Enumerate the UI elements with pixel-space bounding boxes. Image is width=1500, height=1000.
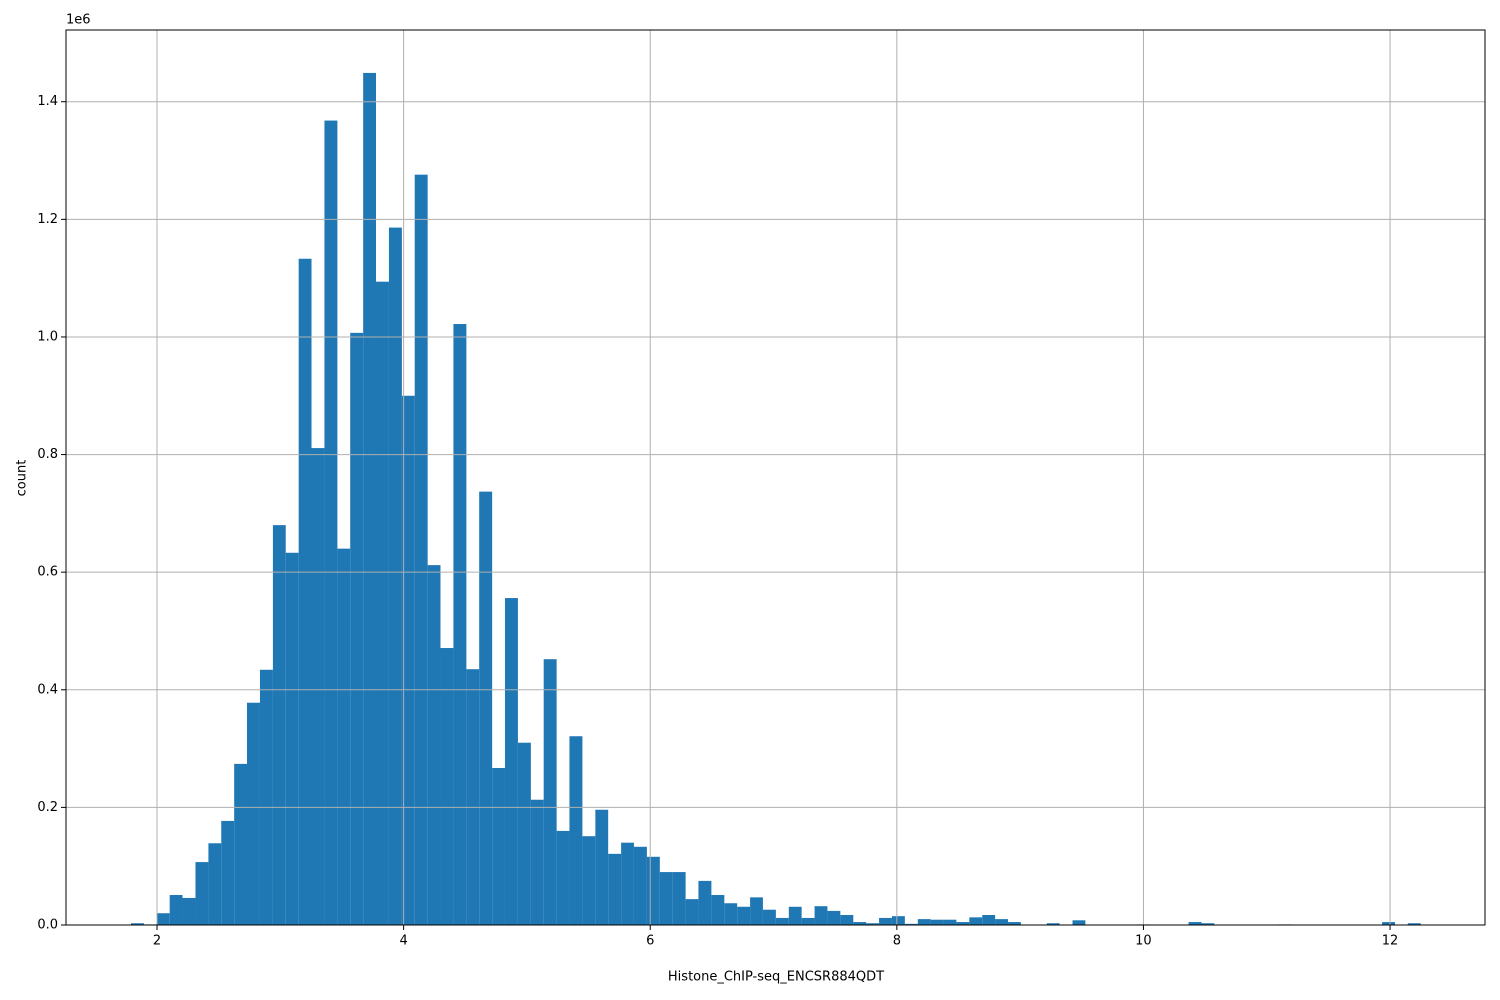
bar [569, 736, 583, 925]
bar [659, 872, 673, 925]
bar [1072, 920, 1086, 925]
bar [517, 742, 531, 925]
bar [917, 919, 931, 925]
bar [311, 448, 325, 925]
bar [388, 227, 402, 925]
bar [492, 767, 505, 925]
bar [1008, 922, 1021, 925]
bar [711, 895, 725, 925]
bar [969, 917, 983, 925]
bar [285, 552, 299, 925]
bar [827, 910, 841, 925]
bar [633, 846, 647, 925]
bar [401, 395, 415, 925]
bar [646, 856, 660, 925]
bar [762, 909, 776, 925]
bar [1407, 923, 1421, 925]
bar [182, 897, 196, 925]
bar [427, 565, 441, 925]
bar [904, 923, 918, 925]
y-tick-label: 0.8 [37, 447, 58, 462]
bar [156, 913, 170, 925]
bar [530, 799, 544, 925]
bar [788, 906, 802, 925]
bar [195, 862, 209, 925]
x-tick-label: 8 [893, 934, 901, 949]
y-tick-label: 0.2 [37, 800, 58, 815]
bar [208, 843, 222, 925]
y-tick-label: 0.6 [37, 565, 58, 580]
y-offset-label: 1e6 [66, 13, 91, 28]
bar [130, 923, 144, 925]
bar [414, 174, 428, 926]
x-tick-label: 6 [646, 934, 654, 949]
bar [995, 919, 1009, 925]
bar [943, 919, 957, 925]
bar [324, 120, 338, 926]
plot-frame [65, 29, 1486, 926]
bar [724, 903, 738, 925]
bar [775, 917, 789, 925]
bar [801, 917, 815, 925]
bar [298, 258, 312, 925]
bar [375, 281, 389, 925]
bar [698, 880, 712, 925]
bar [247, 702, 260, 925]
x-axis-label: Histone_ChIP-seq_ENCSR884QDT [668, 970, 884, 985]
bar [221, 820, 235, 925]
bar [337, 548, 351, 925]
x-tick-label: 10 [1135, 934, 1152, 949]
bar [466, 669, 480, 925]
bar [272, 525, 286, 925]
bar [1046, 923, 1060, 925]
y-tick-label: 1.4 [37, 94, 58, 109]
bar [363, 72, 376, 926]
bar [504, 598, 518, 925]
bar [453, 324, 467, 926]
x-tick-label: 4 [399, 934, 407, 949]
y-tick-label: 0.4 [37, 682, 58, 697]
y-tick-label: 1.0 [37, 329, 58, 344]
bar [350, 332, 364, 925]
bar [1201, 923, 1215, 925]
bar [737, 906, 751, 925]
bar [595, 809, 609, 925]
bar [672, 872, 686, 925]
bar [621, 842, 634, 925]
bar [479, 491, 493, 925]
bar [1382, 922, 1395, 925]
bar [582, 836, 596, 925]
y-tick-label: 1.2 [37, 212, 58, 227]
bar [1188, 922, 1202, 925]
y-tick-label: 0.0 [37, 918, 58, 933]
bar [608, 853, 622, 925]
bar [259, 669, 273, 925]
x-tick-label: 12 [1382, 934, 1399, 949]
bar [543, 659, 557, 925]
bar [879, 917, 892, 925]
bar [853, 922, 867, 925]
bar [814, 906, 828, 925]
y-axis-label: count [15, 460, 30, 497]
bar [956, 922, 970, 925]
bar [930, 919, 944, 925]
bar [750, 897, 763, 925]
bar [440, 648, 454, 925]
bar [169, 895, 183, 925]
bar [982, 915, 996, 925]
bar [840, 915, 854, 925]
bar [866, 923, 880, 925]
bar [556, 830, 570, 925]
bar [891, 916, 905, 925]
x-tick-label: 2 [153, 934, 161, 949]
bar [685, 899, 699, 925]
bar [234, 763, 248, 925]
